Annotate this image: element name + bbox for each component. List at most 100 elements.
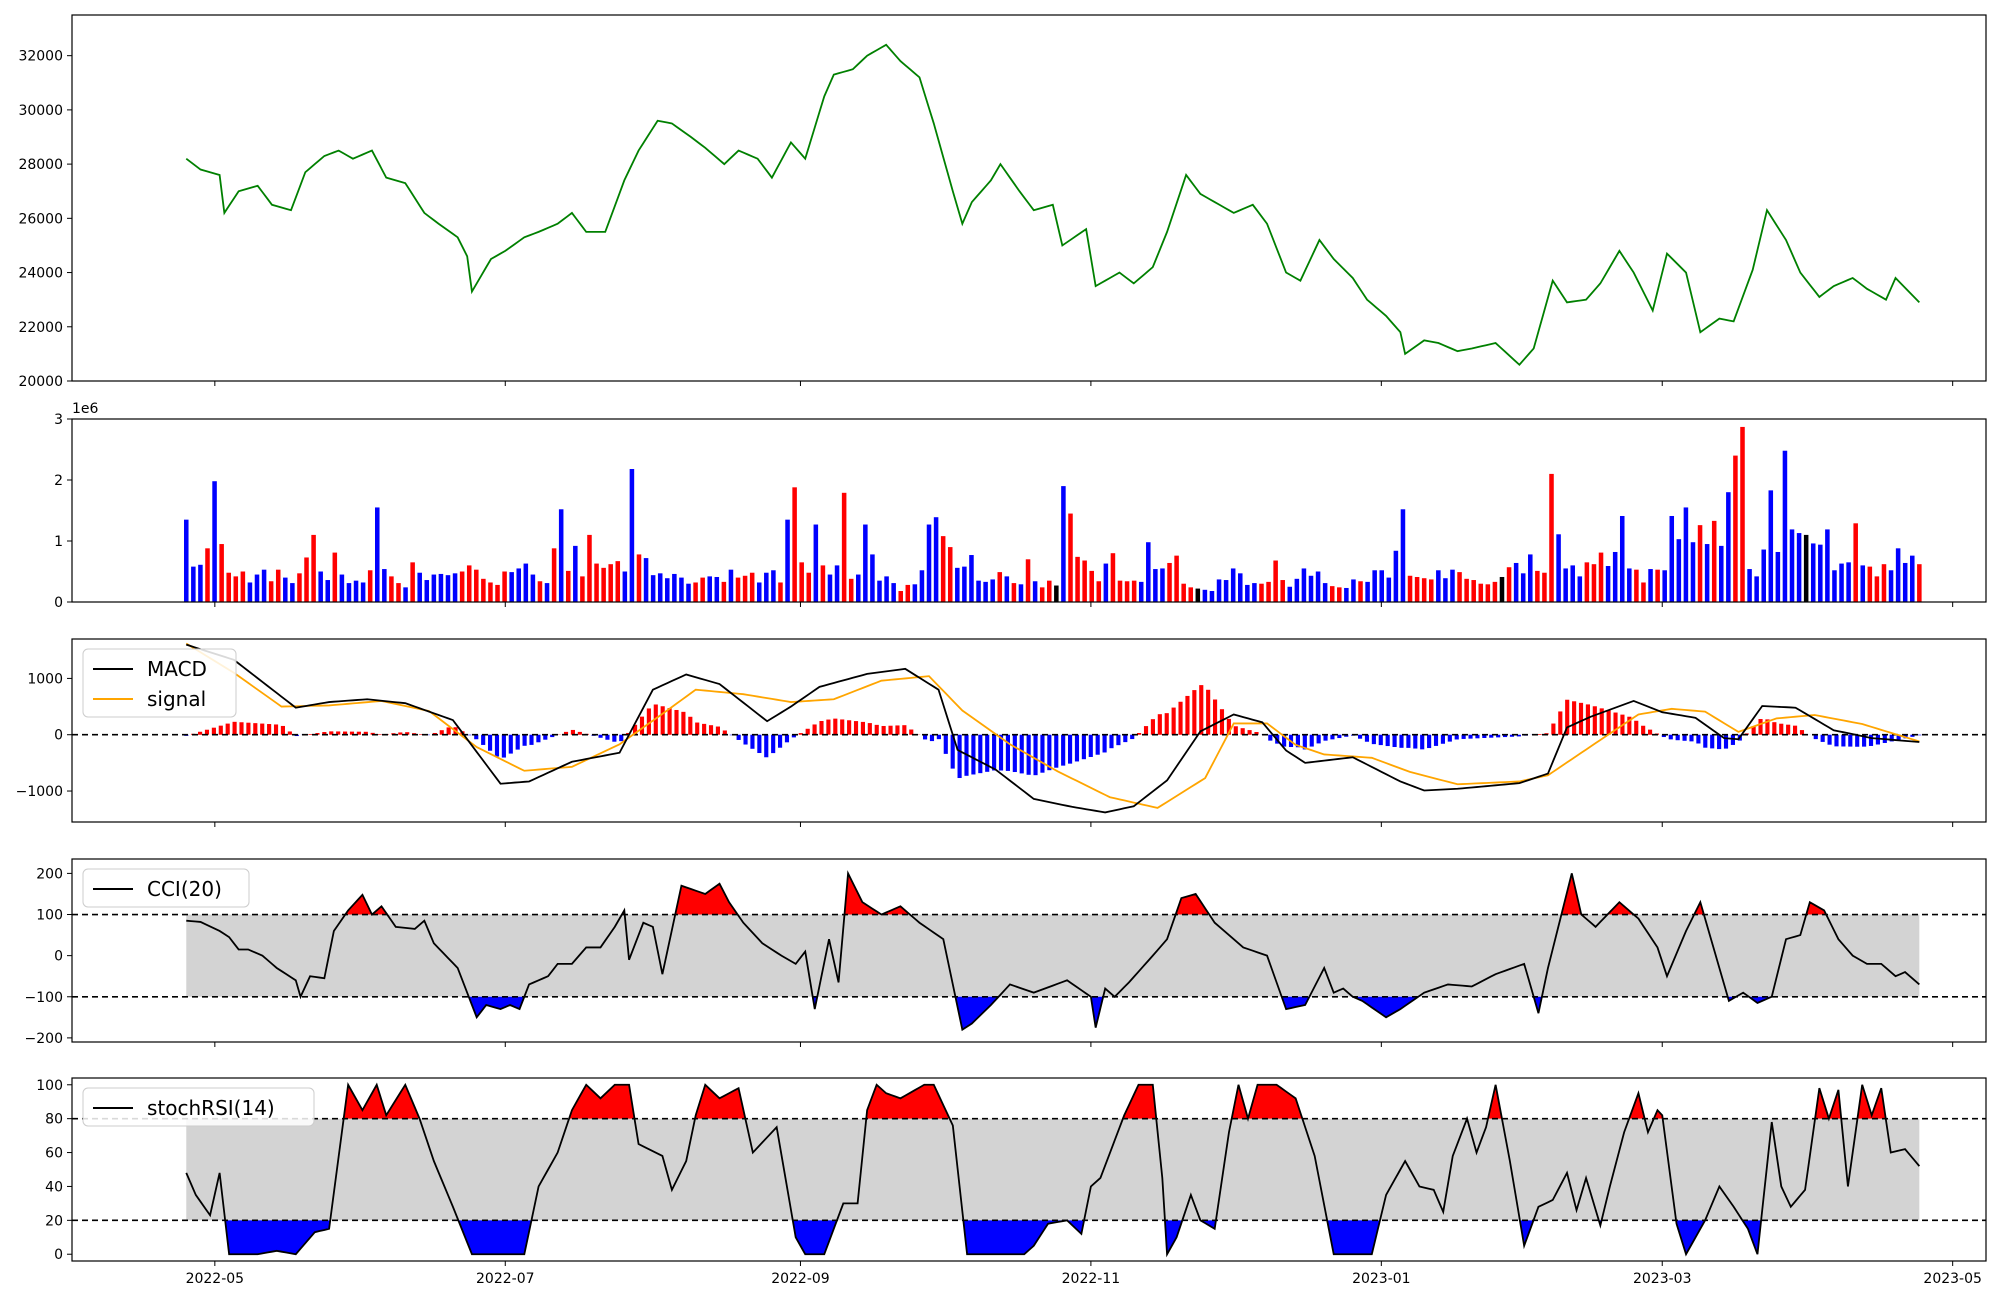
macd-histogram-bar <box>660 706 665 735</box>
cci-y-tick-label: −100 <box>25 990 63 1006</box>
volume-bar <box>636 554 642 602</box>
volume-bar <box>870 554 875 602</box>
macd-histogram-bar <box>322 732 327 735</box>
macd-histogram-bar <box>1143 726 1149 735</box>
macd-histogram-bar <box>1537 734 1542 735</box>
macd-histogram-bar <box>1606 710 1611 735</box>
macd-y-tick-label: −1000 <box>16 784 63 800</box>
volume-bar <box>1775 551 1781 602</box>
volume-bar <box>686 583 691 602</box>
stochrsi-oversold-fill <box>1676 1220 1706 1255</box>
volume-bar <box>191 566 196 602</box>
macd-histogram-bar <box>633 724 638 735</box>
volume-bar <box>1068 513 1073 602</box>
volume-bar <box>1704 544 1710 602</box>
macd-histogram-bar <box>985 734 990 772</box>
macd-histogram-bar <box>688 716 693 735</box>
stochrsi-overbought-fill <box>695 1084 746 1119</box>
volume-bar <box>481 578 486 602</box>
macd-histogram-bar <box>992 734 997 771</box>
cci-overbought-fill <box>345 894 372 915</box>
volume-bar <box>1209 591 1215 602</box>
volume-bar <box>424 580 430 602</box>
volume-bar <box>1733 455 1738 602</box>
macd-histogram-bar <box>1841 734 1846 747</box>
macd-histogram-bar <box>1848 734 1853 747</box>
macd-histogram-bar <box>771 734 776 754</box>
volume-bar <box>1803 534 1809 602</box>
macd-histogram-bar <box>273 724 279 735</box>
price-y-tick-label: 28000 <box>18 157 63 173</box>
volume-bar <box>367 570 373 602</box>
volume-bar <box>509 572 514 602</box>
volume-bar <box>240 571 246 602</box>
volume-bar <box>1365 581 1370 602</box>
volume-bar <box>275 569 281 602</box>
volume-bar <box>247 582 253 602</box>
volume-bar <box>516 568 521 602</box>
macd-histogram-bar <box>1509 734 1515 737</box>
volume-bar <box>417 572 422 602</box>
volume-bar <box>1308 575 1314 602</box>
volume-bar <box>778 582 783 602</box>
macd-histogram-bar <box>639 716 645 735</box>
volume-bar <box>615 561 621 602</box>
macd-histogram-bar <box>778 734 783 748</box>
volume-bar <box>1655 569 1660 602</box>
volume-bar <box>764 572 769 602</box>
stochrsi-overbought-fill <box>866 1084 950 1119</box>
stochrsi-panel: 100 80 60 40 20 0 2022-05 2022-07 2022-09 2022-11… <box>36 1077 1987 1287</box>
macd-histogram-bar <box>1482 734 1487 738</box>
macd-histogram-bar <box>315 733 320 735</box>
macd-histogram-bar <box>1765 719 1770 735</box>
macd-histogram-bar <box>1371 734 1376 745</box>
macd-histogram-bar <box>1496 734 1501 738</box>
macd-histogram-bar <box>1827 734 1832 745</box>
stochrsi-y-tick-label: 60 <box>45 1146 63 1162</box>
volume-bar <box>1329 586 1335 602</box>
stochrsi-overbought-fill <box>1122 1084 1157 1119</box>
macd-histogram-bar <box>343 731 348 735</box>
macd-histogram-bar <box>536 734 541 743</box>
volume-axes-frame <box>71 418 1987 603</box>
volume-bar <box>1478 583 1484 602</box>
volume-bar <box>1414 576 1420 602</box>
volume-bar <box>495 584 500 602</box>
volume-bar <box>756 582 762 602</box>
macd-histogram-bar <box>791 734 796 738</box>
volume-bar <box>474 569 479 602</box>
macd-histogram-bar <box>1447 734 1452 742</box>
macd-histogram-bar <box>888 725 893 735</box>
volume-bar <box>997 572 1003 602</box>
macd-histogram-bar <box>708 725 714 735</box>
volume-bar <box>820 565 826 602</box>
volume-bar <box>1322 583 1328 602</box>
macd-histogram-bar <box>418 734 424 735</box>
volume-bar <box>396 583 401 602</box>
macd-histogram-bar <box>1254 732 1259 735</box>
volume-bar <box>1910 555 1915 602</box>
macd-histogram-bar <box>1413 734 1418 749</box>
macd-histogram-bar <box>833 718 838 735</box>
macd-histogram-bar <box>1392 734 1397 748</box>
volume-bar <box>1400 509 1406 602</box>
macd-histogram-bar <box>1282 734 1287 747</box>
volume-bar <box>1535 570 1540 602</box>
volume-bar <box>283 577 288 602</box>
macd-histogram-bar <box>481 734 486 745</box>
volume-bar <box>1103 563 1109 602</box>
volume-bar <box>233 576 239 602</box>
volume-bar <box>375 507 380 602</box>
macd-histogram-bar <box>598 734 603 738</box>
volume-bar <box>1393 550 1399 602</box>
volume-bar <box>1450 569 1455 602</box>
macd-histogram-bar <box>363 731 368 735</box>
volume-bar <box>650 575 656 602</box>
volume-bar <box>502 571 507 602</box>
macd-histogram-bar <box>1627 716 1632 735</box>
volume-bar <box>219 544 224 602</box>
macd-histogram-bar <box>681 711 686 735</box>
macd-histogram-bar <box>805 728 810 735</box>
macd-histogram-bar <box>1033 734 1038 776</box>
stochrsi-plot-area <box>72 1081 1986 1258</box>
